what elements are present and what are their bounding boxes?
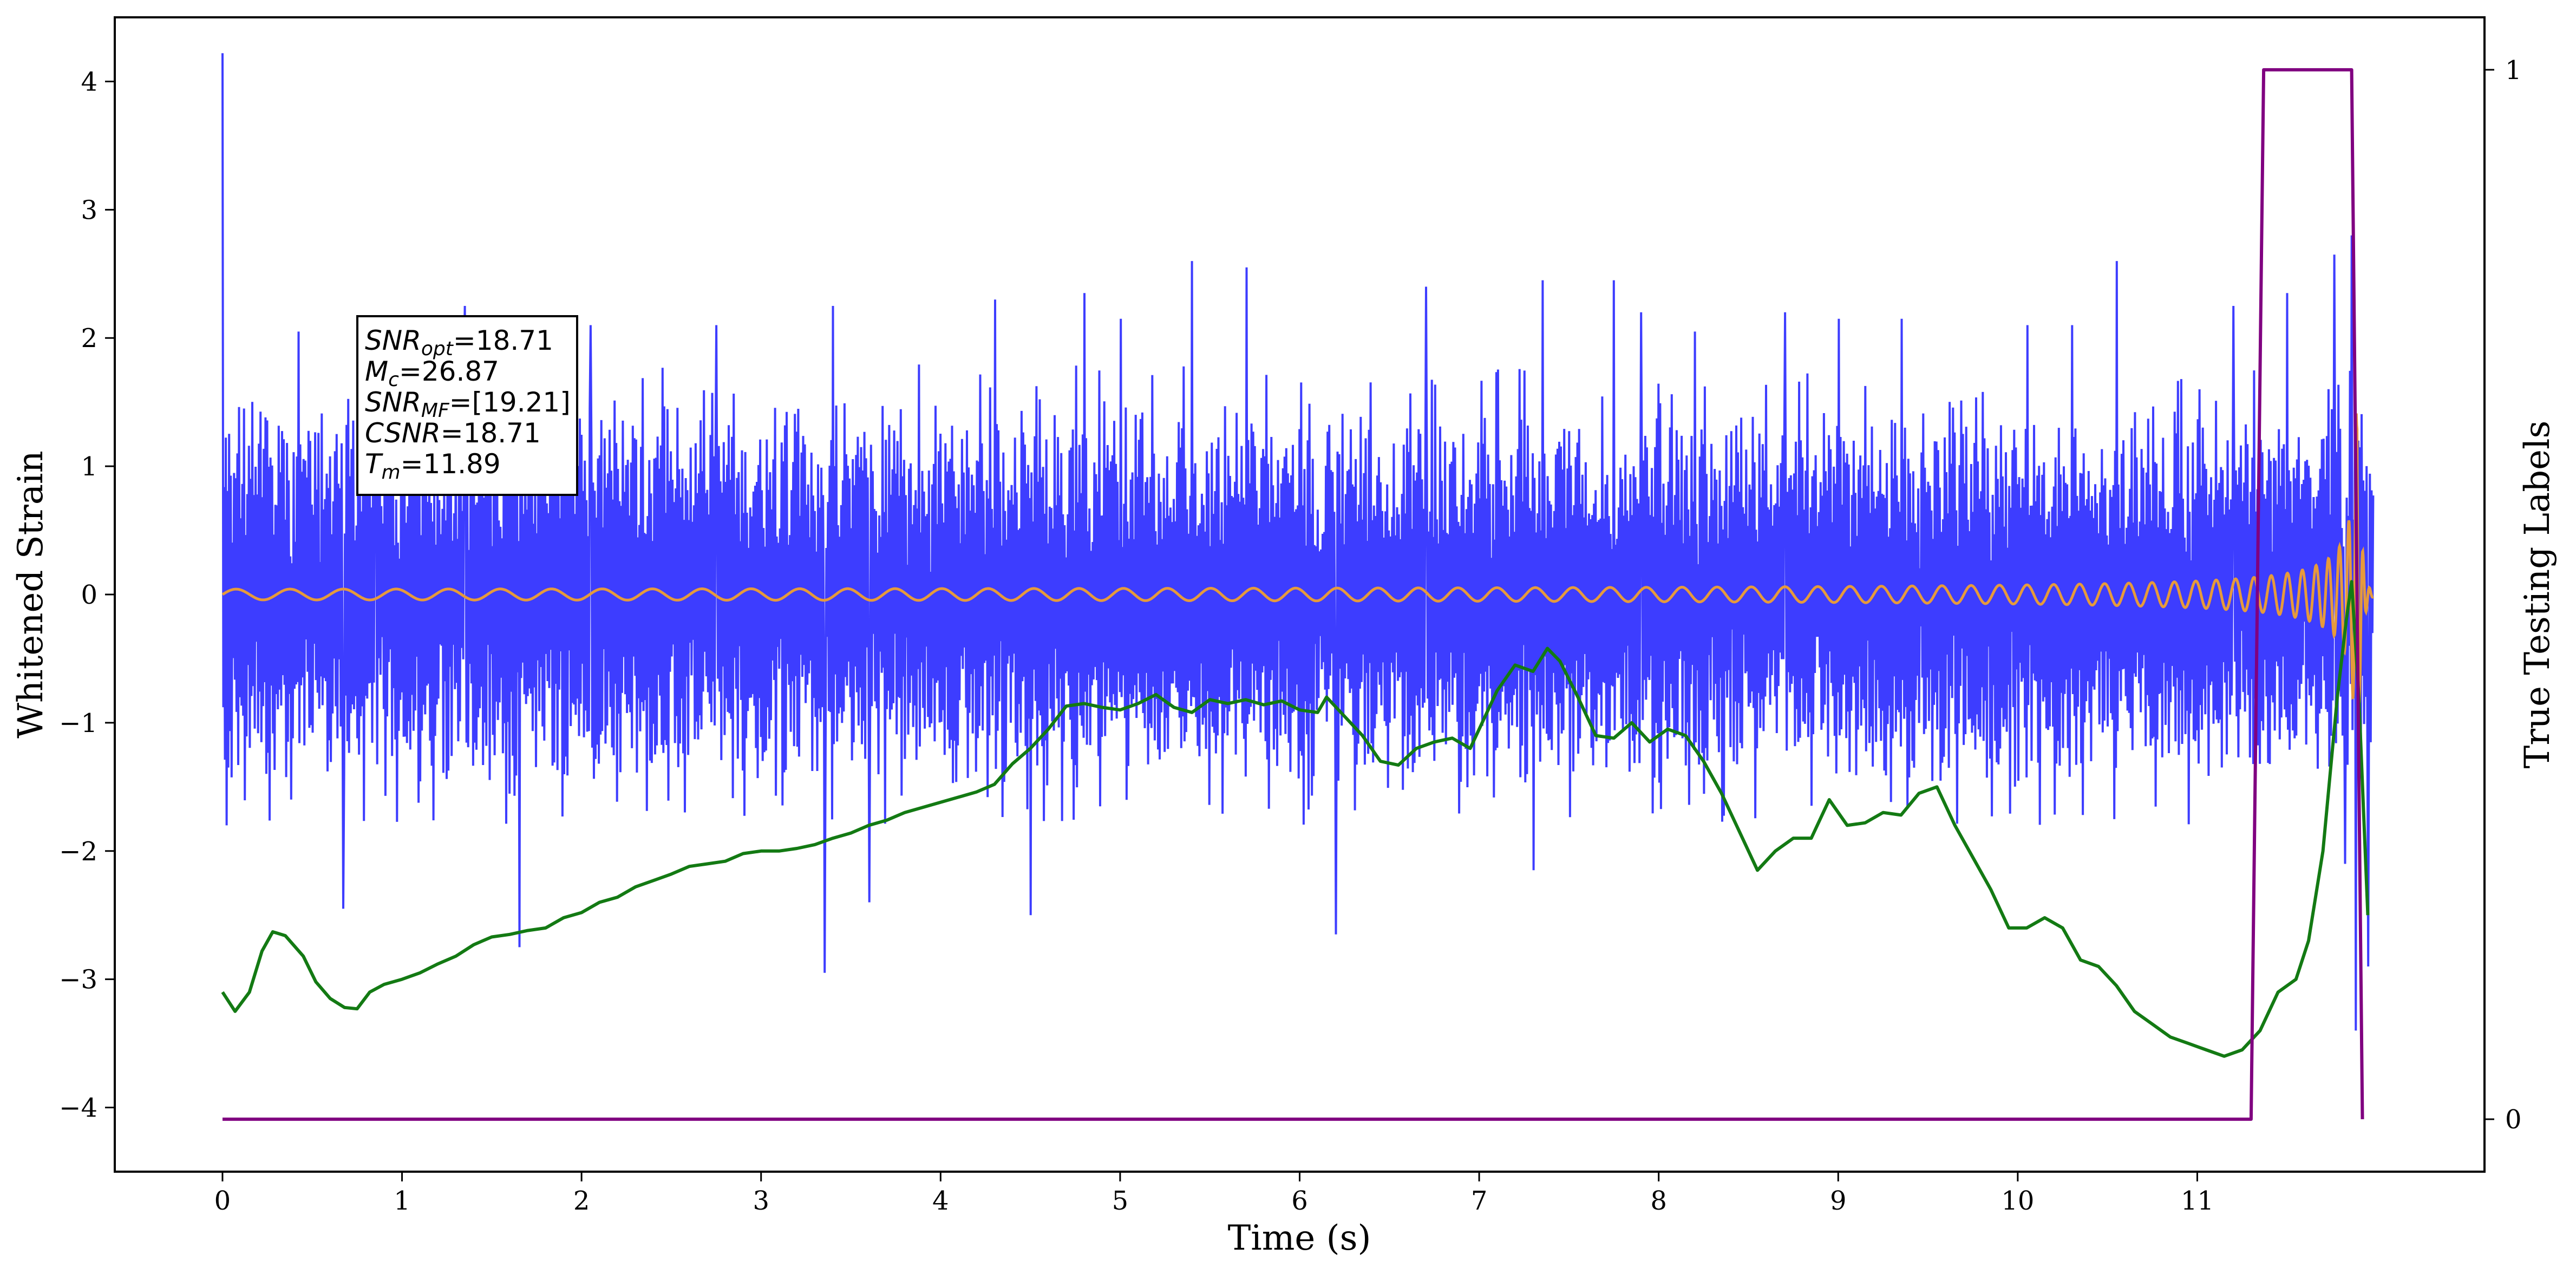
x-tick-label: 1	[394, 1186, 410, 1216]
noise-line	[221, 53, 2375, 1031]
y-tick-label: 4	[81, 67, 97, 97]
series-template	[221, 413, 2375, 704]
y-axis-title: Whitened Strain	[11, 450, 51, 738]
annotation-line: CSNR=18.71	[365, 417, 541, 449]
parameter-annotation: SNRopt=18.71Mc=26.87SNRMF=[19.21]CSNR=18…	[356, 315, 578, 496]
x-axis-title: Time (s)	[1228, 1218, 1371, 1258]
label-line	[223, 68, 2364, 1121]
annotation-line: SNRMF=[19.21]	[365, 387, 571, 422]
y-tick-label: 2	[81, 323, 97, 354]
x-tick-label: 3	[753, 1186, 769, 1216]
series-noise	[221, 53, 2375, 1031]
x-tick-label: 6	[1291, 1186, 1308, 1216]
x-tick-label: 11	[2181, 1186, 2214, 1216]
x-tick-label: 8	[1650, 1186, 1667, 1216]
y-tick-label: 3	[81, 195, 97, 225]
y-tick-label: 1	[81, 452, 97, 482]
x-tick-label: 7	[1471, 1186, 1488, 1216]
y-tick-label: −1	[59, 708, 97, 739]
x-tick-label: 2	[573, 1186, 590, 1216]
y2-tick-label: 0	[2505, 1105, 2522, 1135]
x-tick-label: 0	[214, 1186, 231, 1216]
series-layer	[221, 53, 2375, 1121]
annotation-line: SNRopt=18.71	[365, 325, 553, 360]
output-line	[221, 580, 2370, 1058]
y2-axis-title: True Testing Labels	[2518, 421, 2558, 769]
annotation-lines: SNRopt=18.71Mc=26.87SNRMF=[19.21]CSNR=18…	[365, 325, 571, 484]
annotation-line: Mc=26.87	[365, 356, 499, 391]
x-tick-label: 10	[2001, 1186, 2034, 1216]
annotation-box	[356, 315, 578, 496]
x-tick-label: 4	[932, 1186, 949, 1216]
y-tick-label: −3	[59, 965, 97, 995]
x-tick-label: 9	[1830, 1186, 1847, 1216]
y-tick-label: 0	[81, 580, 97, 610]
series-line-1	[221, 580, 2370, 1058]
annotation-line: Tm=11.89	[365, 448, 501, 484]
x-tick-label: 5	[1112, 1186, 1129, 1216]
template-line	[221, 413, 2375, 704]
series-line-2	[223, 68, 2364, 1121]
y-tick-label: −4	[59, 1093, 97, 1123]
axis-layer: 0 1 2 3 4 5 6 7 8 9 10 11 −4 −3 −2 −1 0 1 2 3 4 0 1	[59, 55, 2521, 1216]
y2-tick-label: 1	[2505, 55, 2522, 86]
y-tick-label: −2	[59, 837, 97, 867]
